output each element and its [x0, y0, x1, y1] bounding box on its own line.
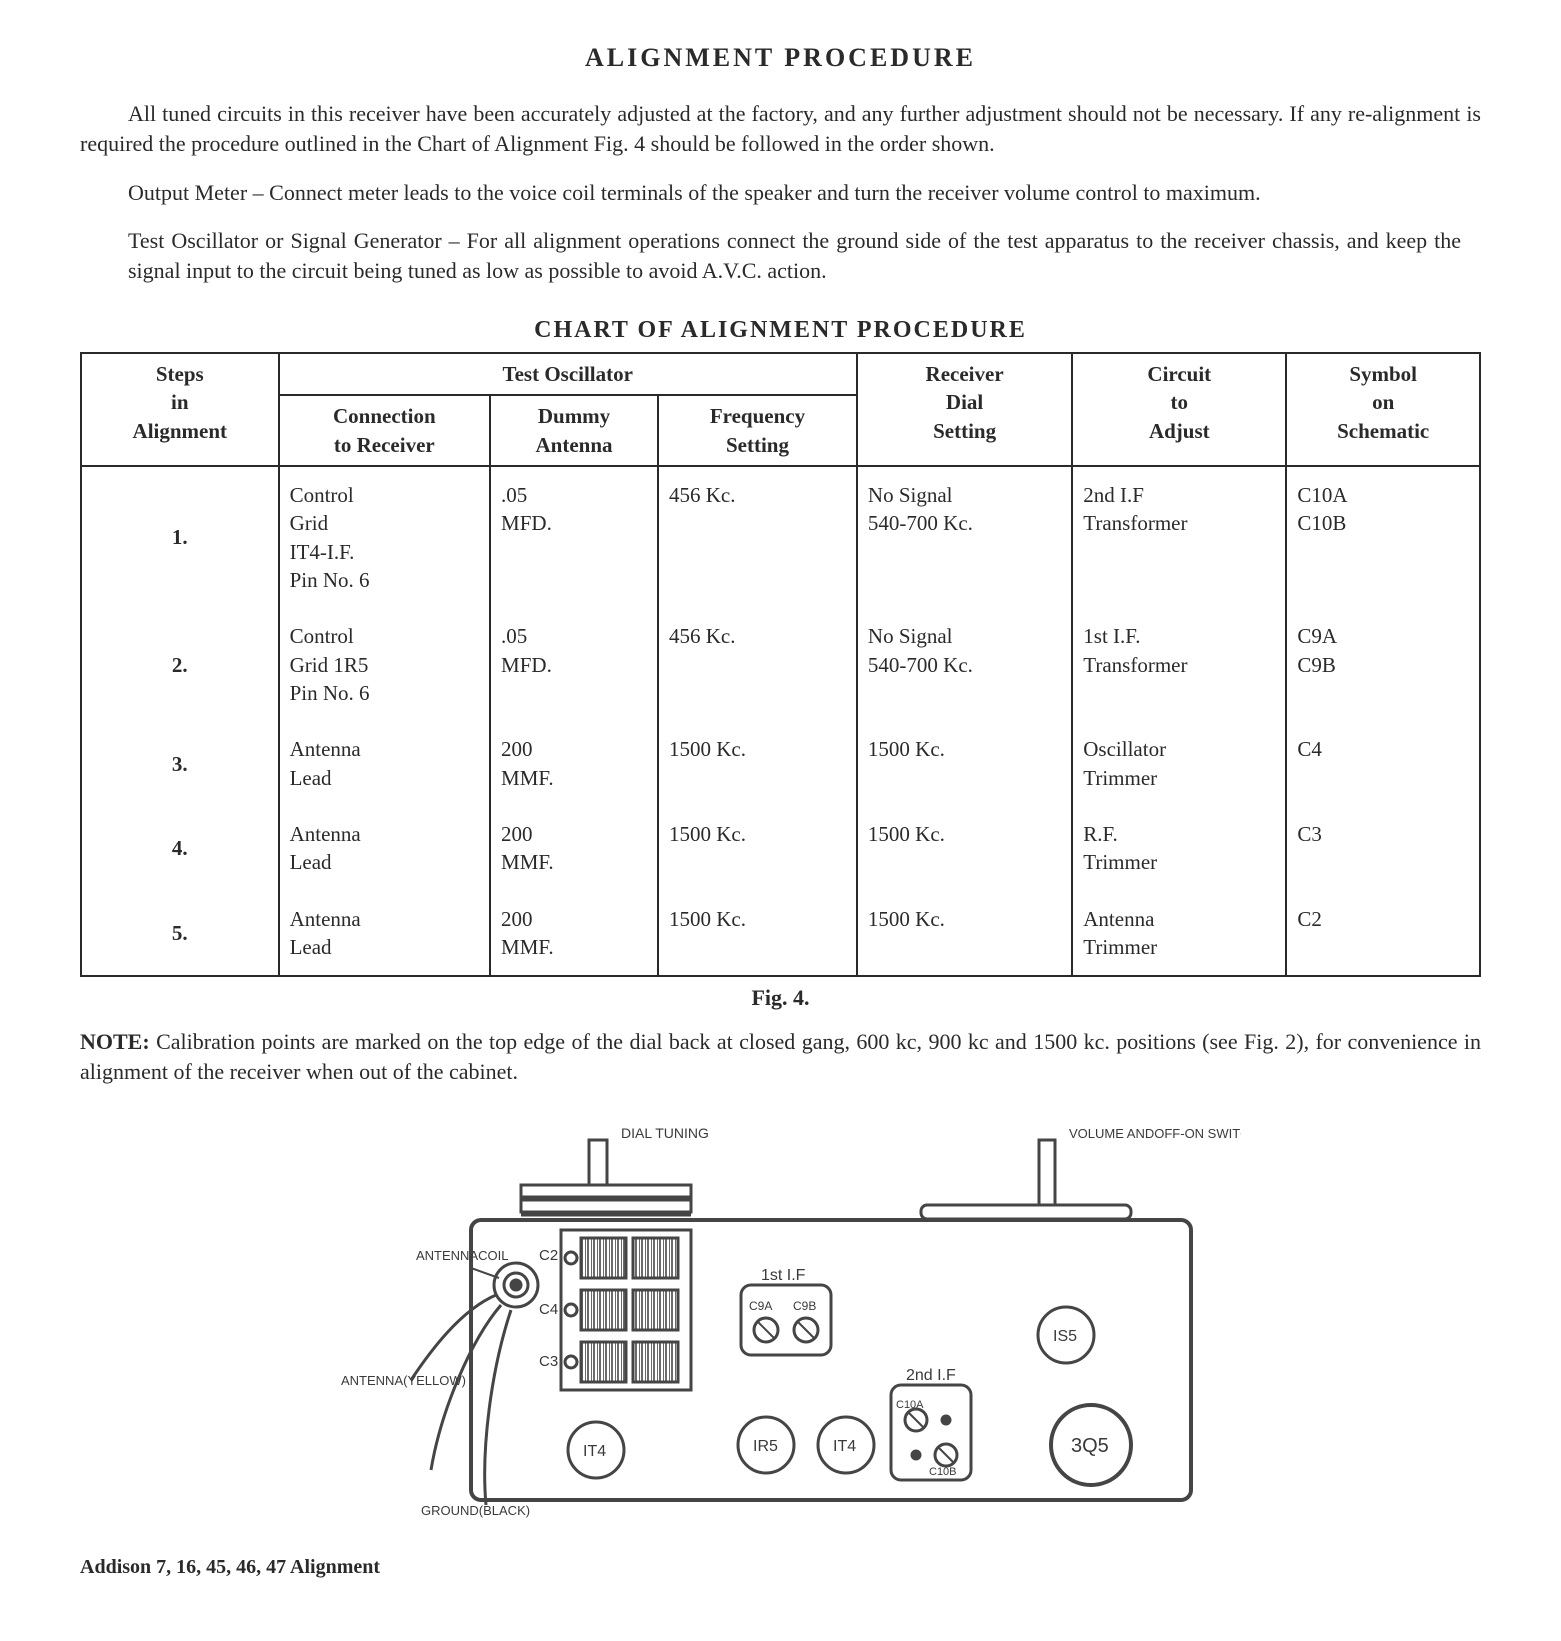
- label-is5: IS5: [1053, 1328, 1077, 1345]
- cell-symbol: C2: [1286, 891, 1480, 977]
- page-title: ALIGNMENT PROCEDURE: [80, 40, 1481, 75]
- label-volume-switch: VOLUME ANDOFF-ON SWITCH: [1069, 1126, 1241, 1141]
- oscillator-paragraph: Test Oscillator or Signal Generator – Fo…: [128, 226, 1461, 285]
- volume-shaft: [921, 1140, 1131, 1219]
- cell-dummy: .05MFD.: [490, 466, 658, 608]
- cell-conn: ControlGrid 1R5Pin No. 6: [279, 608, 490, 721]
- label-dial-tuning: DIAL TUNING: [621, 1125, 709, 1141]
- cell-freq: 1500 Kc.: [658, 721, 857, 806]
- label-ground-black: GROUND(BLACK): [421, 1503, 530, 1518]
- cell-conn: ControlGridIT4-I.F.Pin No. 6: [279, 466, 490, 608]
- cell-conn: AntennaLead: [279, 721, 490, 806]
- col-test-oscillator: Test Oscillator: [279, 353, 857, 395]
- col-frequency: FrequencySetting: [658, 395, 857, 466]
- cell-freq: 456 Kc.: [658, 466, 857, 608]
- cell-dummy: 200MMF.: [490, 806, 658, 891]
- output-meter-paragraph: Output Meter – Connect meter leads to th…: [128, 178, 1461, 208]
- table-row: 3. AntennaLead 200MMF. 1500 Kc. 1500 Kc.…: [81, 721, 1480, 806]
- cell-conn: AntennaLead: [279, 891, 490, 977]
- cell-symbol: C9AC9B: [1286, 608, 1480, 721]
- note-label: NOTE:: [80, 1029, 150, 1054]
- document-page: ALIGNMENT PROCEDURE All tuned circuits i…: [0, 0, 1561, 1641]
- label-antenna-coil: ANTENNACOIL: [416, 1248, 508, 1263]
- label-c2: C2: [539, 1247, 558, 1264]
- cell-freq: 1500 Kc.: [658, 806, 857, 891]
- cell-dial: No Signal540-700 Kc.: [857, 608, 1072, 721]
- label-3q5: 3Q5: [1071, 1435, 1109, 1457]
- cell-dummy: .05MFD.: [490, 608, 658, 721]
- label-c9b: C9B: [793, 1299, 816, 1313]
- label-c10b: C10B: [929, 1466, 957, 1478]
- label-c3: C3: [539, 1353, 558, 1370]
- label-c4: C4: [539, 1301, 558, 1318]
- table-row: 5. AntennaLead 200MMF. 1500 Kc. 1500 Kc.…: [81, 891, 1480, 977]
- cell-conn: AntennaLead: [279, 806, 490, 891]
- label-ir5: IR5: [753, 1438, 778, 1455]
- chart-title: CHART OF ALIGNMENT PROCEDURE: [80, 314, 1481, 346]
- label-first-if: 1st I.F: [761, 1267, 806, 1284]
- cell-circuit: R.F.Trimmer: [1072, 806, 1286, 891]
- first-if-can: [741, 1285, 831, 1355]
- cell-dial: No Signal540-700 Kc.: [857, 466, 1072, 608]
- cell-circuit: OscillatorTrimmer: [1072, 721, 1286, 806]
- label-c10a: C10A: [896, 1399, 924, 1411]
- col-circuit: CircuittoAdjust: [1072, 353, 1286, 466]
- figure-caption: Fig. 4.: [80, 983, 1481, 1013]
- cell-dial: 1500 Kc.: [857, 891, 1072, 977]
- label-antenna-yellow: ANTENNA(YELLOW): [341, 1373, 466, 1388]
- cell-circuit: 2nd I.FTransformer: [1072, 466, 1286, 608]
- cell-circuit: AntennaTrimmer: [1072, 891, 1286, 977]
- label-second-if: 2nd I.F: [906, 1367, 956, 1384]
- chassis-diagram: DIAL TUNING VOLUME ANDOFF-ON SWITCH ANTE…: [321, 1110, 1241, 1540]
- table-row: 2. ControlGrid 1R5Pin No. 6 .05MFD. 456 …: [81, 608, 1480, 721]
- cell-step: 2.: [81, 608, 279, 721]
- col-steps: StepsinAlignment: [81, 353, 279, 466]
- cell-step: 4.: [81, 806, 279, 891]
- footer-model-line: Addison 7, 16, 45, 46, 47 Alignment: [80, 1554, 1481, 1581]
- cell-step: 5.: [81, 891, 279, 977]
- table-row: 1. ControlGridIT4-I.F.Pin No. 6 .05MFD. …: [81, 466, 1480, 608]
- cell-dial: 1500 Kc.: [857, 721, 1072, 806]
- cell-freq: 1500 Kc.: [658, 891, 857, 977]
- note-paragraph: NOTE: Calibration points are marked on t…: [80, 1027, 1481, 1086]
- cell-symbol: C10AC10B: [1286, 466, 1480, 608]
- label-it4-right: IT4: [833, 1438, 856, 1455]
- table-row: 4. AntennaLead 200MMF. 1500 Kc. 1500 Kc.…: [81, 806, 1480, 891]
- col-connection: Connectionto Receiver: [279, 395, 490, 466]
- cell-step: 1.: [81, 466, 279, 608]
- label-it4-left: IT4: [583, 1443, 606, 1460]
- cell-symbol: C3: [1286, 806, 1480, 891]
- alignment-chart-table: StepsinAlignment Test Oscillator Receive…: [80, 352, 1481, 978]
- cell-dummy: 200MMF.: [490, 891, 658, 977]
- col-dummy-antenna: DummyAntenna: [490, 395, 658, 466]
- cell-step: 3.: [81, 721, 279, 806]
- cell-symbol: C4: [1286, 721, 1480, 806]
- note-text: Calibration points are marked on the top…: [80, 1029, 1481, 1084]
- intro-paragraph: All tuned circuits in this receiver have…: [80, 99, 1481, 158]
- label-c9a: C9A: [749, 1299, 772, 1313]
- col-symbol: SymbolonSchematic: [1286, 353, 1480, 466]
- dial-tuning-shaft: [521, 1140, 691, 1215]
- col-receiver-dial: ReceiverDialSetting: [857, 353, 1072, 466]
- antenna-coil: [494, 1263, 538, 1307]
- cell-circuit: 1st I.F.Transformer: [1072, 608, 1286, 721]
- tuning-gang: [561, 1230, 691, 1390]
- cell-dummy: 200MMF.: [490, 721, 658, 806]
- cell-freq: 456 Kc.: [658, 608, 857, 721]
- cell-dial: 1500 Kc.: [857, 806, 1072, 891]
- table-body: 1. ControlGridIT4-I.F.Pin No. 6 .05MFD. …: [81, 466, 1480, 976]
